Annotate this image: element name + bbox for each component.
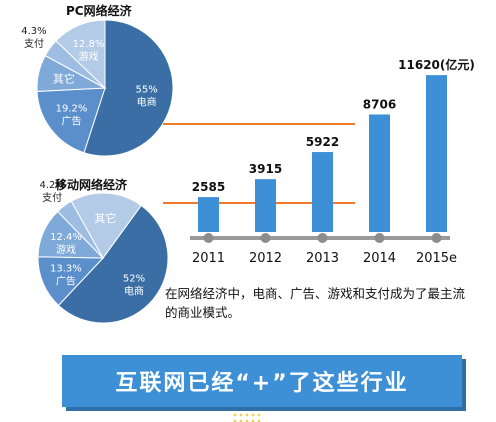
mobile-pie-slice [70,192,142,259]
pc-pie-slice [83,19,174,157]
mobile-pie-title: 移动网络经济 [55,178,128,192]
mobile-pie-slice-name: 游戏 [56,243,76,256]
bar-value-label: 11620(亿元) [398,57,475,72]
caption-text: 在网络经济中，电商、广告、游戏和支付成为了最主流的商业模式。 [165,286,466,320]
decorative-dots [232,412,262,422]
pc-pie-slice-name: 其它 [53,72,75,86]
pc-pie-slice [55,19,106,90]
x-tick-label: 2015e [416,251,457,266]
axis-marker [431,233,442,243]
pc-pie-slice-value: 19.2% [56,104,88,115]
pc-pie-slice-value: 4.3% [21,26,46,37]
mobile-pie-slice [57,204,169,324]
bar-value-label: 8706 [363,97,396,111]
banner-text: 互联网已经“+”了这些行业 [115,371,409,396]
mobile-pie-slice-value: 13.3% [50,264,82,275]
pc-pie-slice-name: 支付 [24,37,44,50]
mobile-pie-slice-value: 4.2% [39,180,64,191]
bar-value-label: 3915 [249,162,282,176]
mobile-pie-slice-name: 电商 [124,285,144,298]
revenue-bar-chart: 2585 2011 3915 2012 5922 2013 8706 2014 11620(亿元… [163,57,475,266]
x-tick-label: 2014 [363,251,396,266]
mobile-pie-slice-name: 广告 [56,275,76,288]
mobile-pie-slice-value: 12.4% [50,232,82,243]
axis-marker [374,233,385,243]
x-tick-label: 2012 [249,251,282,266]
pc-pie-slice-value: 12.8% [73,39,105,50]
bar-2012 [255,179,276,232]
axis-marker [260,233,271,243]
x-tick-label: 2011 [192,251,225,266]
x-tick-label: 2013 [306,251,339,266]
bar-2014 [369,114,390,232]
bar-2011 [198,197,219,232]
pc-pie-slice-name: 广告 [62,115,82,128]
pc-economy-pie: 55%电商 19.2%广告 其它 4.3%支付 12.8%游戏 [21,19,174,157]
pc-pie-slice-name: 电商 [137,96,157,109]
mobile-pie-slice-name: 支付 [42,191,62,204]
pc-pie-title: PC网络经济 [66,4,132,18]
pc-pie-slice-name: 游戏 [78,50,98,63]
mobile-pie-slice [37,256,105,307]
industry-banner: 互联网已经“+”了这些行业 [62,355,462,407]
mobile-pie-slice-name: 其它 [94,211,116,225]
axis-marker [203,233,214,243]
bar-value-label: 5922 [306,135,339,149]
axis-marker [317,233,328,243]
pc-pie-slice [36,87,106,154]
bar-2013 [312,152,333,232]
mobile-pie-slice-value: 52% [123,274,145,285]
bar-value-label: 2585 [192,180,225,194]
bar-2015e [426,75,447,232]
pc-pie-slice-value: 55% [136,85,158,96]
